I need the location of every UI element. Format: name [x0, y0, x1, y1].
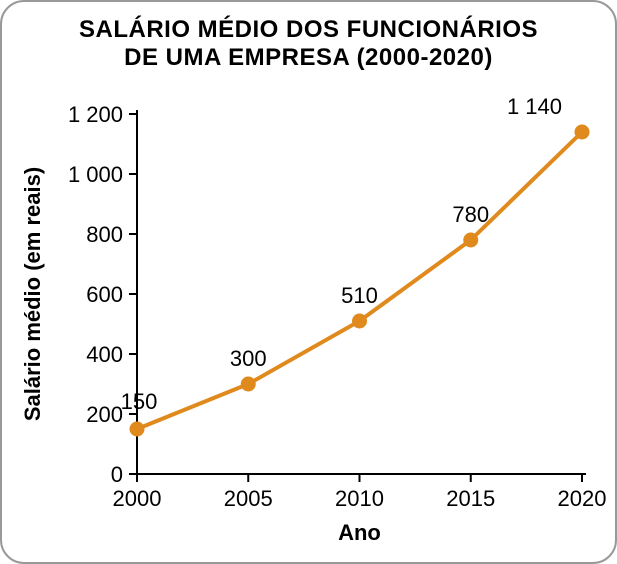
data-marker [241, 377, 255, 391]
x-tick-label: 2005 [224, 486, 273, 511]
chart-area: 0 200 400 600 800 1 000 1 200 2000 2005 2010 2015 2… [2, 94, 615, 562]
data-marker [353, 314, 367, 328]
y-tick-label: 0 [111, 462, 123, 487]
y-tick-label: 800 [86, 222, 123, 247]
line-chart-svg: 0 200 400 600 800 1 000 1 200 2000 2005 2010 2015 2… [2, 94, 617, 564]
x-tick-label: 2000 [113, 486, 162, 511]
data-point-label: 510 [341, 283, 378, 308]
data-marker [130, 422, 144, 436]
data-marker [464, 233, 478, 247]
data-point-label: 150 [121, 389, 158, 414]
data-line [137, 132, 582, 429]
y-tick-label: 1 000 [68, 162, 123, 187]
data-marker [575, 125, 589, 139]
y-tick-label: 200 [86, 402, 123, 427]
y-tick-label: 400 [86, 342, 123, 367]
x-tick-label: 2010 [335, 486, 384, 511]
chart-title-line1: SALÁRIO MÉDIO DOS FUNCIONÁRIOS [2, 16, 615, 44]
data-point-label: 1 140 [507, 94, 562, 119]
data-point-label: 780 [452, 202, 489, 227]
y-axis-title: Salário médio (em reais) [20, 167, 45, 421]
x-tick-label: 2015 [446, 486, 495, 511]
chart-card: SALÁRIO MÉDIO DOS FUNCIONÁRIOS DE UMA EM… [0, 0, 617, 564]
chart-title-line2: DE UMA EMPRESA (2000-2020) [2, 44, 615, 72]
x-tick-label: 2020 [558, 486, 607, 511]
data-point-label: 300 [230, 346, 267, 371]
y-tick-label: 600 [86, 282, 123, 307]
y-tick-label: 1 200 [68, 102, 123, 127]
chart-title: SALÁRIO MÉDIO DOS FUNCIONÁRIOS DE UMA EM… [2, 16, 615, 71]
x-axis-title: Ano [338, 520, 381, 545]
